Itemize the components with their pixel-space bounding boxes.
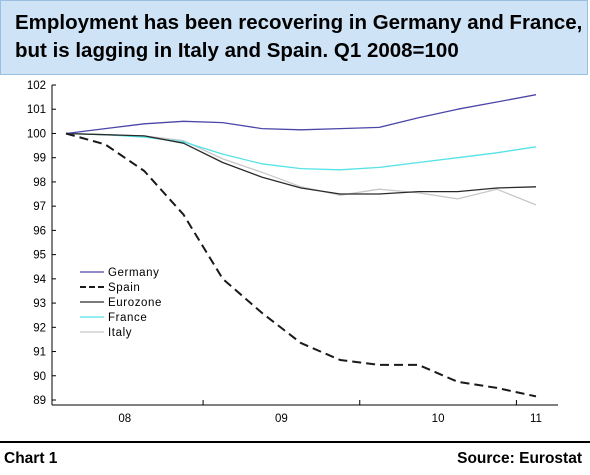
- legend-label-germany: Germany: [108, 267, 160, 279]
- x-tick-label: 10: [432, 413, 445, 425]
- x-tick-label: 08: [118, 413, 131, 425]
- series-line-germany: [65, 94, 537, 135]
- y-tick-label: 91: [33, 347, 46, 359]
- y-tick-label: 99: [33, 153, 46, 165]
- legend-label-eurozone: Eurozone: [108, 297, 162, 309]
- chart-series: [65, 94, 537, 398]
- chart-source: Source: Eurostat: [457, 450, 582, 467]
- chart-title-line-1: Employment has been recovering in German…: [15, 11, 583, 34]
- y-tick-label: 98: [33, 177, 46, 189]
- y-tick-label: 89: [33, 395, 46, 407]
- legend-label-spain: Spain: [108, 282, 140, 294]
- y-tick-label: 90: [33, 371, 46, 383]
- y-tick-label: 94: [33, 274, 46, 286]
- series-line-france: [65, 132, 537, 171]
- x-tick-label: 11: [530, 413, 542, 425]
- chart-axes: 89 90 91 92 93 94 95 96 97 98 99 100 101 102 08 09 10 11: [27, 80, 558, 425]
- y-tick-label: 97: [33, 201, 46, 213]
- y-tick-label: 101: [27, 104, 46, 116]
- chart-legend: Germany Spain Eurozone France Italy: [80, 267, 162, 339]
- x-tick-label: 09: [275, 413, 288, 425]
- y-tick-label: 100: [27, 128, 46, 140]
- y-tick-label: 92: [33, 322, 46, 334]
- y-tick-label: 96: [33, 225, 46, 237]
- footer-divider: [0, 441, 590, 443]
- chart-title-box: Employment has been recovering in German…: [0, 0, 588, 75]
- chart-title-line-2: but is lagging in Italy and Spain. Q1 20…: [15, 39, 459, 62]
- y-tick-label: 93: [33, 298, 46, 310]
- series-line-spain: [65, 132, 537, 398]
- chart-number: Chart 1: [4, 450, 58, 467]
- y-tick-label: 95: [33, 250, 46, 262]
- y-tick-label: 102: [27, 80, 46, 92]
- legend-label-italy: Italy: [108, 327, 132, 339]
- series-line-eurozone: [65, 132, 537, 195]
- legend-label-france: France: [108, 312, 147, 324]
